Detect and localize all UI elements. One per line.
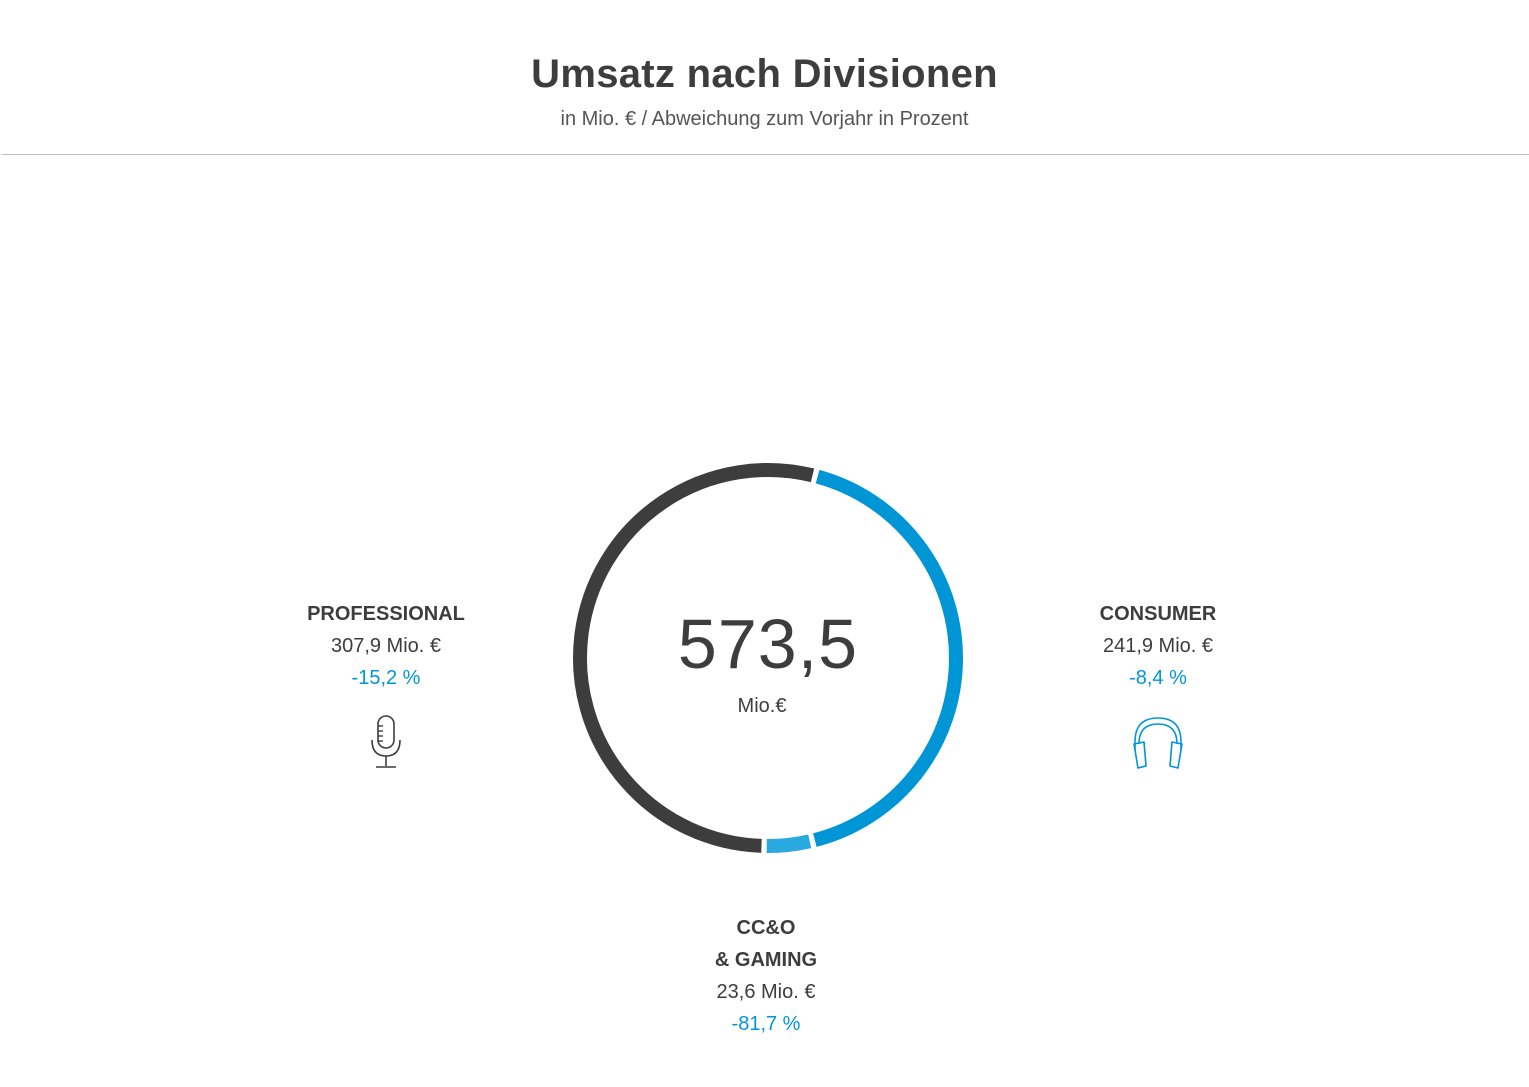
donut-segment-professional [573,463,815,853]
donut-segment-ccgaming [766,834,812,853]
total-value: 573,5 [677,605,859,683]
segment-name-ccgaming-line2: & GAMING [714,949,818,971]
headphones-icon [1133,717,1183,769]
segment-value-ccgaming: 23,6 Mio. € [716,981,816,1003]
total-unit: Mio.€ [737,695,787,717]
segment-label-consumer: CONSUMER 241,9 Mio. € -8,4 % [1008,598,1308,694]
chart-header: Umsatz nach Divisionen in Mio. € / Abwei… [0,0,1529,156]
segment-change-consumer: -8,4 % [1129,667,1187,689]
segment-value-professional: 307,9 Mio. € [330,635,442,657]
segment-value-consumer: 241,9 Mio. € [1102,635,1214,657]
segment-label-professional: PROFESSIONAL 307,9 Mio. € -15,2 % [236,598,536,694]
microphone-icon [371,715,401,768]
header-divider [2,154,1529,155]
donut-segment-consumer [813,469,963,847]
segment-name-consumer: CONSUMER [1099,603,1217,625]
segment-label-ccgaming: CC&O & GAMING 23,6 Mio. € -81,7 % [616,912,916,1040]
segment-change-professional: -15,2 % [351,667,421,689]
chart-subtitle: in Mio. € / Abweichung zum Vorjahr in Pr… [560,108,969,130]
segment-name-professional: PROFESSIONAL [307,603,465,625]
segment-change-ccgaming: -81,7 % [731,1013,801,1035]
chart-title: Umsatz nach Divisionen [531,52,998,96]
segment-name-ccgaming-line1: CC&O [736,917,796,939]
